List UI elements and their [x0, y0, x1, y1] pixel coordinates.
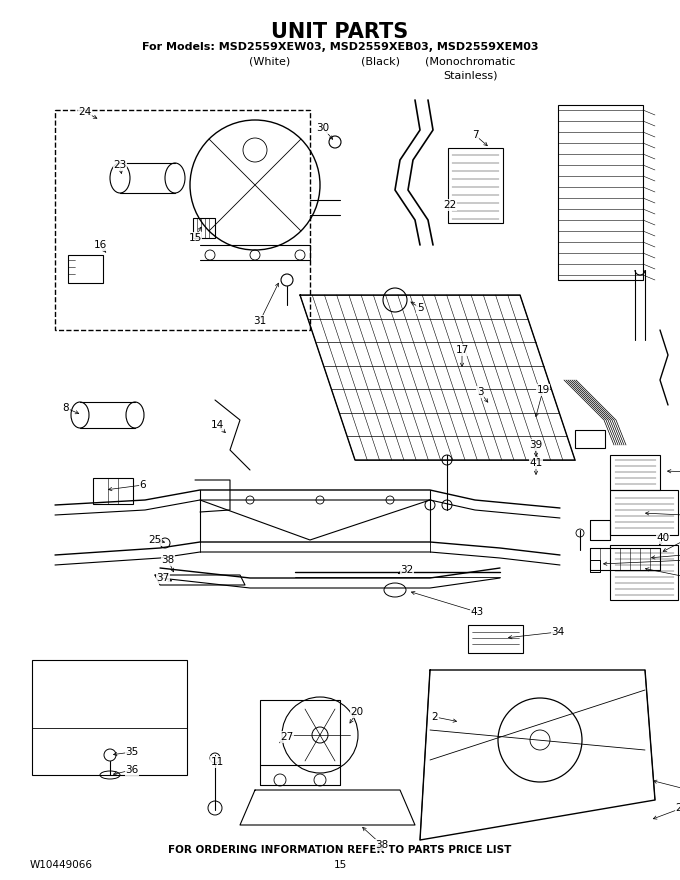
Text: 11: 11 [210, 757, 224, 767]
Text: 21: 21 [675, 803, 680, 813]
Bar [468, 625, 523, 653]
Text: 14: 14 [210, 420, 224, 430]
Text: 23: 23 [114, 160, 126, 170]
Text: 30: 30 [316, 123, 330, 133]
Text: 22: 22 [443, 200, 457, 210]
Text: 37: 37 [156, 573, 169, 583]
Bar [260, 700, 340, 765]
Text: 2: 2 [432, 712, 439, 722]
Bar [55, 110, 310, 330]
Text: 20: 20 [350, 707, 364, 717]
Text: 15: 15 [188, 233, 202, 243]
Bar [193, 218, 215, 238]
Bar [610, 455, 660, 490]
Text: 43: 43 [471, 607, 483, 617]
Text: 34: 34 [551, 627, 564, 637]
Bar [610, 545, 678, 600]
Text: 16: 16 [93, 240, 107, 250]
Text: 3: 3 [477, 387, 483, 397]
Bar [558, 105, 643, 280]
Text: W10449066: W10449066 [30, 860, 93, 870]
Bar [32, 660, 187, 775]
Text: 36: 36 [125, 765, 139, 775]
Text: (White): (White) [250, 57, 290, 67]
Text: 17: 17 [456, 345, 469, 355]
Bar [93, 478, 133, 504]
Text: 25: 25 [148, 535, 162, 545]
Text: 19: 19 [537, 385, 549, 395]
Text: 15: 15 [333, 860, 347, 870]
Text: 8: 8 [63, 403, 69, 413]
Text: (Black): (Black) [360, 57, 400, 67]
Text: 24: 24 [78, 107, 92, 117]
Bar [448, 148, 503, 223]
Bar [575, 430, 605, 448]
Text: 31: 31 [254, 316, 267, 326]
Bar [610, 490, 678, 535]
Text: 7: 7 [472, 130, 478, 140]
Text: 6: 6 [139, 480, 146, 490]
Text: (Monochromatic: (Monochromatic [425, 57, 515, 67]
Text: 40: 40 [656, 533, 670, 543]
Text: 38: 38 [375, 840, 389, 850]
Text: UNIT PARTS: UNIT PARTS [271, 22, 409, 42]
Text: For Models: MSD2559XEW03, MSD2559XEB03, MSD2559XEM03: For Models: MSD2559XEW03, MSD2559XEB03, … [141, 42, 539, 52]
Text: 27: 27 [280, 732, 294, 742]
Text: 32: 32 [401, 565, 413, 575]
Text: 38: 38 [161, 555, 175, 565]
Bar [68, 255, 103, 283]
Text: 35: 35 [125, 747, 139, 757]
Text: 39: 39 [529, 440, 543, 450]
Text: FOR ORDERING INFORMATION REFER TO PARTS PRICE LIST: FOR ORDERING INFORMATION REFER TO PARTS … [169, 845, 511, 855]
Text: 41: 41 [529, 458, 543, 468]
Text: Stainless): Stainless) [443, 70, 497, 80]
Text: 5: 5 [417, 303, 424, 313]
